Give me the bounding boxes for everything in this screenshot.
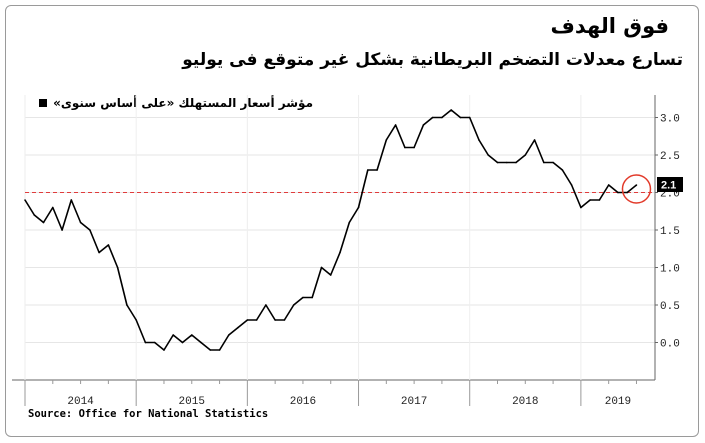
data-point [617,191,619,194]
data-point [422,124,425,126]
last-value-label: 2.1 [661,180,676,192]
data-point [339,251,341,254]
data-point [515,161,517,164]
data-point [441,116,443,119]
data-point [274,319,276,321]
x-tick-label: 2014 [67,396,94,408]
data-point [311,296,314,299]
data-point [366,169,369,171]
data-point [200,341,202,344]
data-point [348,221,351,224]
data-point [33,214,36,216]
data-point [394,124,397,126]
data-point [302,296,304,299]
data-point [570,184,573,186]
x-tick-label: 2018 [512,396,538,408]
data-point [431,116,434,119]
data-point [135,319,137,321]
data-point [70,199,73,201]
x-tick-label: 2015 [179,396,205,408]
data-point [524,154,527,156]
data-point [598,199,601,201]
data-point [42,221,45,224]
data-point [237,326,239,329]
data-point [543,161,545,164]
data-point [116,266,119,269]
y-tick-label: 0.0 [660,339,680,351]
data-point [218,349,221,351]
data-point [385,139,388,141]
chart-title: فوق الهدف [550,14,669,38]
data-point [589,199,591,201]
data-point [561,169,564,171]
y-tick-label: 1.5 [660,226,680,238]
legend-swatch [39,99,48,107]
legend: مؤشر أسعار المستهلك «على أساس سنوى» [39,96,313,110]
data-point [607,184,610,186]
data-point [487,154,490,156]
data-point [533,139,536,141]
data-point [580,206,582,209]
data-point [172,334,175,336]
data-point [265,304,267,306]
data-point [209,349,212,351]
data-point [357,206,360,209]
y-tick-label: 1.0 [660,264,680,276]
data-point [181,341,184,344]
data-point [190,334,193,336]
data-point [144,341,147,344]
data-point [320,266,323,269]
data-point [153,341,156,344]
data-point [496,161,499,164]
data-point [98,251,100,254]
chart-frame [5,5,699,437]
data-point [89,229,91,231]
data-point [292,304,295,306]
data-point [413,146,415,149]
data-point [163,349,165,351]
highlight-circle [621,174,652,204]
data-point [459,116,462,119]
data-point [61,229,63,231]
data-point [246,319,249,321]
data-point [228,334,230,336]
data-point [505,161,508,164]
data-point [468,116,471,119]
data-point [626,191,629,194]
data-point [552,161,554,164]
data-point [376,169,378,171]
data-point [24,199,26,201]
x-tick-label: 2017 [401,396,427,408]
source-note: Source: Office for National Statistics [28,408,269,420]
data-point [329,274,332,276]
data-point [107,244,110,246]
data-point [126,304,128,306]
data-point [283,319,286,321]
y-tick-label: 3.0 [660,114,680,126]
data-point [255,319,258,321]
data-point [79,221,82,224]
data-point [51,206,54,209]
data-point [404,146,406,149]
data-point [478,139,480,141]
y-tick-label: 2.5 [660,151,680,163]
data-point [635,184,638,186]
data-point [450,109,452,111]
x-tick-label: 2019 [605,396,631,408]
legend-label: مؤشر أسعار المستهلك «على أساس سنوى» [53,96,313,110]
chart-subtitle: تسارع معدلات التضخم البريطانية بشكل غير … [182,50,683,70]
last-value-box [657,177,683,192]
y-tick-label: 0.5 [660,301,680,313]
x-tick-label: 2016 [290,396,316,408]
